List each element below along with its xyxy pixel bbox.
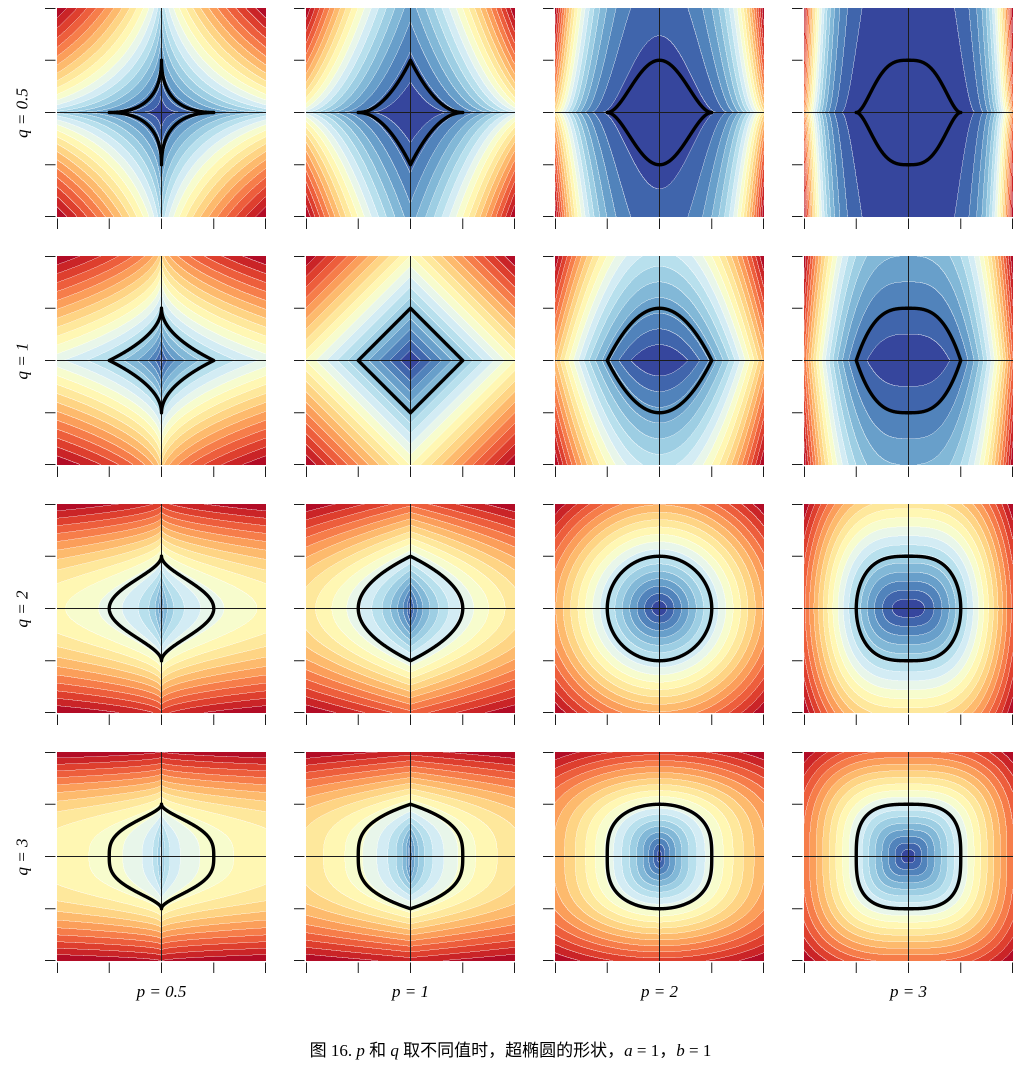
contour-plot-p3-q1 <box>792 256 1013 477</box>
contour-plot-p2-q2 <box>543 504 764 725</box>
contour-plot-p1-q3 <box>294 752 515 973</box>
contour-plot-p3-q0.5 <box>792 8 1013 229</box>
caption-variable: p <box>356 1041 365 1060</box>
caption-text: = 1 <box>684 1041 712 1060</box>
contour-plot-p1-q0.5 <box>294 8 515 229</box>
contour-plot-p1-q1 <box>294 256 515 477</box>
row-label-q-1: q = 1 <box>12 342 31 379</box>
contour-plot-p2-q1 <box>543 256 764 477</box>
caption-text: 取不同值时，超椭圆的形状， <box>398 1041 625 1060</box>
caption-variable: a <box>624 1041 633 1060</box>
col-label-p-0.5: p = 0.5 <box>136 982 187 1001</box>
col-label-p-3: p = 3 <box>890 982 927 1001</box>
contour-plot-p1-q2 <box>294 504 515 725</box>
contour-plot-p2-q3 <box>543 752 764 973</box>
contour-plot-p0.5-q1 <box>45 256 266 477</box>
caption-text: 图 16. <box>309 1041 357 1060</box>
contour-plot-p3-q2 <box>792 504 1013 725</box>
row-label-q-3: q = 3 <box>12 838 31 875</box>
caption-text: 和 <box>364 1041 391 1060</box>
contour-plot-p2-q0.5 <box>543 8 764 229</box>
contour-plot-p0.5-q2 <box>45 504 266 725</box>
contour-plot-p0.5-q3 <box>45 752 266 973</box>
col-label-p-1: p = 1 <box>392 982 429 1001</box>
row-label-q-2: q = 2 <box>12 590 31 627</box>
caption-variable: b <box>676 1041 685 1060</box>
caption-variable: q <box>390 1041 399 1060</box>
contour-plot-p0.5-q0.5 <box>45 8 266 229</box>
figure-caption: 图 16. p 和 q 取不同值时，超椭圆的形状，a = 1，b = 1 <box>0 1036 1021 1061</box>
caption-text: = 1， <box>632 1041 677 1060</box>
contour-plot-p3-q3 <box>792 752 1013 973</box>
col-label-p-2: p = 2 <box>641 982 678 1001</box>
row-label-q-0.5: q = 0.5 <box>12 87 31 138</box>
